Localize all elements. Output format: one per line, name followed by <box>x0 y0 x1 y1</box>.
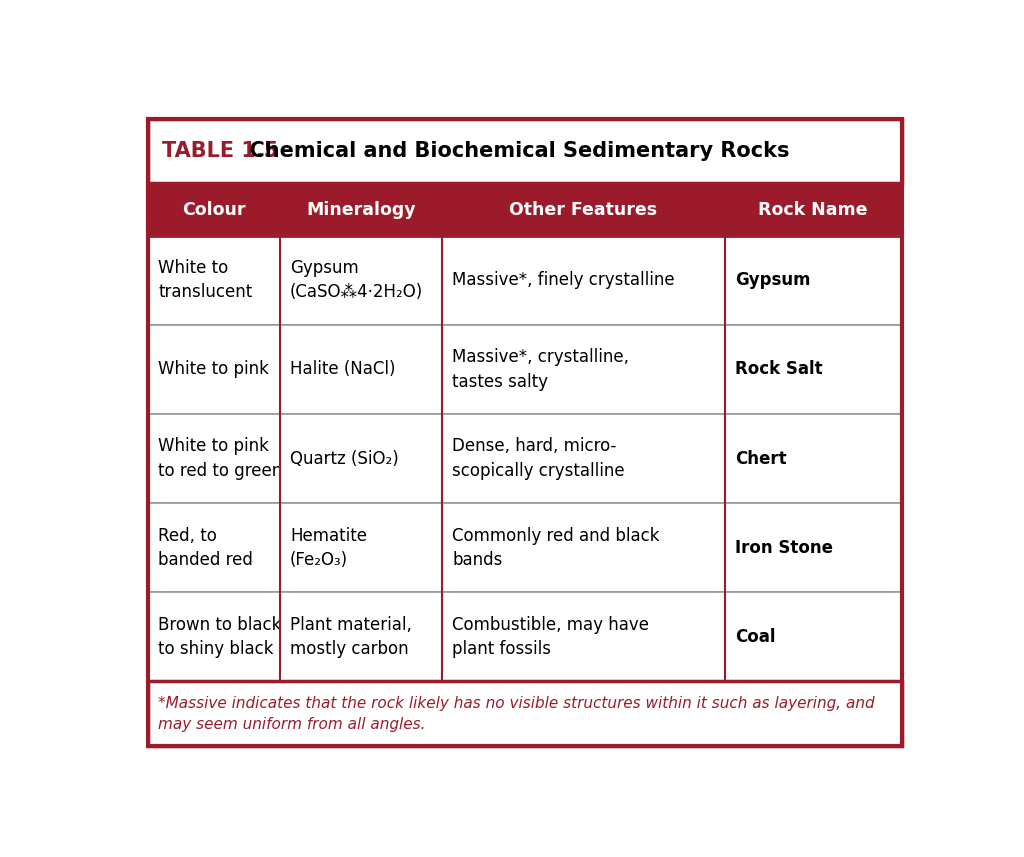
Text: Rock Salt: Rock Salt <box>735 361 822 379</box>
Bar <box>280 183 442 236</box>
Bar <box>725 236 902 325</box>
Bar <box>280 503 442 592</box>
Bar <box>280 325 442 414</box>
Text: Gypsum
(CaSO⁂4·2H₂O): Gypsum (CaSO⁂4·2H₂O) <box>290 259 423 302</box>
Text: Hematite
(Fe₂O₃): Hematite (Fe₂O₃) <box>290 526 367 569</box>
Bar <box>442 183 725 236</box>
Bar <box>147 119 902 183</box>
Bar <box>442 503 725 592</box>
Bar <box>280 236 442 325</box>
Bar <box>725 183 902 236</box>
Bar <box>147 183 280 236</box>
Text: White to pink: White to pink <box>158 361 269 379</box>
Bar <box>442 592 725 681</box>
Text: Quartz (SiO₂): Quartz (SiO₂) <box>290 450 398 468</box>
Bar <box>442 325 725 414</box>
Text: Massive*, finely crystalline: Massive*, finely crystalline <box>453 271 675 290</box>
Bar <box>725 414 902 503</box>
Text: Commonly red and black
bands: Commonly red and black bands <box>453 526 659 569</box>
Bar <box>725 592 902 681</box>
Bar <box>280 414 442 503</box>
Text: Halite (NaCl): Halite (NaCl) <box>290 361 395 379</box>
Text: Red, to
banded red: Red, to banded red <box>158 526 253 569</box>
Text: White to pink
to red to green: White to pink to red to green <box>158 437 283 480</box>
Bar <box>147 236 280 325</box>
Bar <box>725 325 902 414</box>
Text: Gypsum: Gypsum <box>735 271 810 290</box>
Text: TABLE 1.5: TABLE 1.5 <box>162 141 279 161</box>
Bar <box>147 503 280 592</box>
Text: Plant material,
mostly carbon: Plant material, mostly carbon <box>290 615 412 658</box>
Text: Chemical and Biochemical Sedimentary Rocks: Chemical and Biochemical Sedimentary Roc… <box>236 141 790 161</box>
Text: White to
translucent: White to translucent <box>158 259 252 302</box>
Bar <box>147 414 280 503</box>
Text: Colour: Colour <box>182 201 246 219</box>
Bar <box>147 325 280 414</box>
Text: Rock Name: Rock Name <box>759 201 868 219</box>
Text: Dense, hard, micro-
scopically crystalline: Dense, hard, micro- scopically crystalli… <box>453 437 625 480</box>
Bar <box>442 414 725 503</box>
Bar <box>280 592 442 681</box>
Text: Combustible, may have
plant fossils: Combustible, may have plant fossils <box>453 615 649 658</box>
Bar <box>147 681 902 746</box>
Text: Iron Stone: Iron Stone <box>735 539 833 557</box>
Bar <box>147 592 280 681</box>
Text: Massive*, crystalline,
tastes salty: Massive*, crystalline, tastes salty <box>453 348 629 391</box>
Text: Other Features: Other Features <box>509 201 657 219</box>
Bar <box>442 236 725 325</box>
Text: Mineralogy: Mineralogy <box>306 201 416 219</box>
Text: Brown to black
to shiny black: Brown to black to shiny black <box>158 615 282 658</box>
Text: Chert: Chert <box>735 450 786 468</box>
Bar <box>725 503 902 592</box>
Text: *Massive indicates that the rock likely has no visible structures within it such: *Massive indicates that the rock likely … <box>158 696 874 732</box>
Text: Coal: Coal <box>735 628 775 646</box>
